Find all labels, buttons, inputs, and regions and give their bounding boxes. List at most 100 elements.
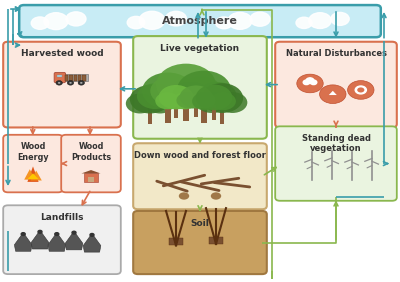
Circle shape xyxy=(80,82,82,84)
FancyBboxPatch shape xyxy=(133,211,267,274)
Circle shape xyxy=(172,82,209,109)
Bar xyxy=(169,238,183,245)
Circle shape xyxy=(159,85,193,109)
Circle shape xyxy=(176,92,199,109)
Circle shape xyxy=(250,12,270,26)
Circle shape xyxy=(197,92,226,113)
Circle shape xyxy=(55,233,59,235)
Polygon shape xyxy=(27,166,38,182)
Circle shape xyxy=(137,83,173,109)
Polygon shape xyxy=(24,169,36,180)
Bar xyxy=(148,108,152,124)
Circle shape xyxy=(127,16,145,29)
Polygon shape xyxy=(27,173,38,179)
Bar xyxy=(84,173,98,182)
Circle shape xyxy=(66,12,86,26)
Circle shape xyxy=(355,86,366,94)
Text: Landfills: Landfills xyxy=(40,213,84,222)
Circle shape xyxy=(210,92,236,110)
Circle shape xyxy=(38,230,42,233)
Circle shape xyxy=(150,76,192,106)
Circle shape xyxy=(179,192,189,200)
Bar xyxy=(165,102,171,123)
Circle shape xyxy=(320,85,346,103)
Circle shape xyxy=(166,11,186,26)
Circle shape xyxy=(72,231,76,234)
Bar xyxy=(74,75,77,81)
Circle shape xyxy=(142,72,194,109)
Polygon shape xyxy=(329,91,337,95)
Bar xyxy=(65,75,68,81)
Text: Wood
Products: Wood Products xyxy=(71,142,111,162)
Circle shape xyxy=(196,85,232,110)
Circle shape xyxy=(357,87,364,92)
FancyBboxPatch shape xyxy=(133,36,267,139)
Circle shape xyxy=(21,233,25,235)
Bar xyxy=(212,105,216,120)
Bar xyxy=(174,104,178,118)
Bar xyxy=(70,75,73,81)
Circle shape xyxy=(31,17,49,29)
Circle shape xyxy=(78,81,84,85)
Bar xyxy=(183,97,189,121)
FancyBboxPatch shape xyxy=(133,36,267,139)
Circle shape xyxy=(193,92,216,109)
Circle shape xyxy=(309,13,331,28)
Circle shape xyxy=(199,82,236,109)
Circle shape xyxy=(67,81,74,85)
Text: Standing dead
vegetation: Standing dead vegetation xyxy=(302,134,370,153)
FancyBboxPatch shape xyxy=(61,135,121,192)
Text: Atmosphere: Atmosphere xyxy=(162,16,238,26)
Circle shape xyxy=(44,13,68,30)
Circle shape xyxy=(69,82,72,84)
FancyBboxPatch shape xyxy=(3,205,121,274)
Circle shape xyxy=(139,11,165,29)
Circle shape xyxy=(58,82,60,84)
Circle shape xyxy=(172,92,197,109)
Circle shape xyxy=(211,192,221,200)
Circle shape xyxy=(296,17,312,28)
Bar xyxy=(88,177,94,182)
Circle shape xyxy=(310,80,317,85)
Circle shape xyxy=(348,81,374,99)
Circle shape xyxy=(130,85,170,113)
FancyBboxPatch shape xyxy=(275,42,397,127)
Circle shape xyxy=(56,81,62,85)
Circle shape xyxy=(303,80,310,85)
Bar xyxy=(209,237,223,244)
Bar xyxy=(64,74,88,81)
Circle shape xyxy=(146,94,174,113)
Text: Harvested wood: Harvested wood xyxy=(21,49,103,58)
FancyBboxPatch shape xyxy=(3,135,63,192)
Circle shape xyxy=(155,92,180,109)
Polygon shape xyxy=(82,170,101,173)
Circle shape xyxy=(180,76,222,106)
Circle shape xyxy=(156,64,216,106)
Bar xyxy=(82,75,86,81)
Circle shape xyxy=(90,233,94,236)
Text: Down wood and forest floor: Down wood and forest floor xyxy=(134,151,266,160)
Polygon shape xyxy=(30,171,42,180)
Circle shape xyxy=(306,78,314,83)
Bar xyxy=(57,75,62,77)
Polygon shape xyxy=(14,233,32,251)
FancyBboxPatch shape xyxy=(133,143,267,209)
Circle shape xyxy=(126,94,154,113)
Circle shape xyxy=(163,83,199,109)
Circle shape xyxy=(297,74,323,93)
Polygon shape xyxy=(65,231,83,250)
Text: Wood
Energy: Wood Energy xyxy=(17,142,49,162)
FancyBboxPatch shape xyxy=(19,5,381,37)
Circle shape xyxy=(216,17,232,29)
Bar xyxy=(78,75,81,81)
Polygon shape xyxy=(31,230,49,249)
FancyBboxPatch shape xyxy=(3,42,121,127)
Bar xyxy=(194,104,198,117)
Circle shape xyxy=(331,12,349,25)
FancyBboxPatch shape xyxy=(275,126,397,201)
Bar xyxy=(220,107,224,124)
Text: Natural Disturbances: Natural Disturbances xyxy=(286,49,386,58)
Circle shape xyxy=(218,92,247,113)
Circle shape xyxy=(180,85,212,109)
Circle shape xyxy=(177,70,231,109)
